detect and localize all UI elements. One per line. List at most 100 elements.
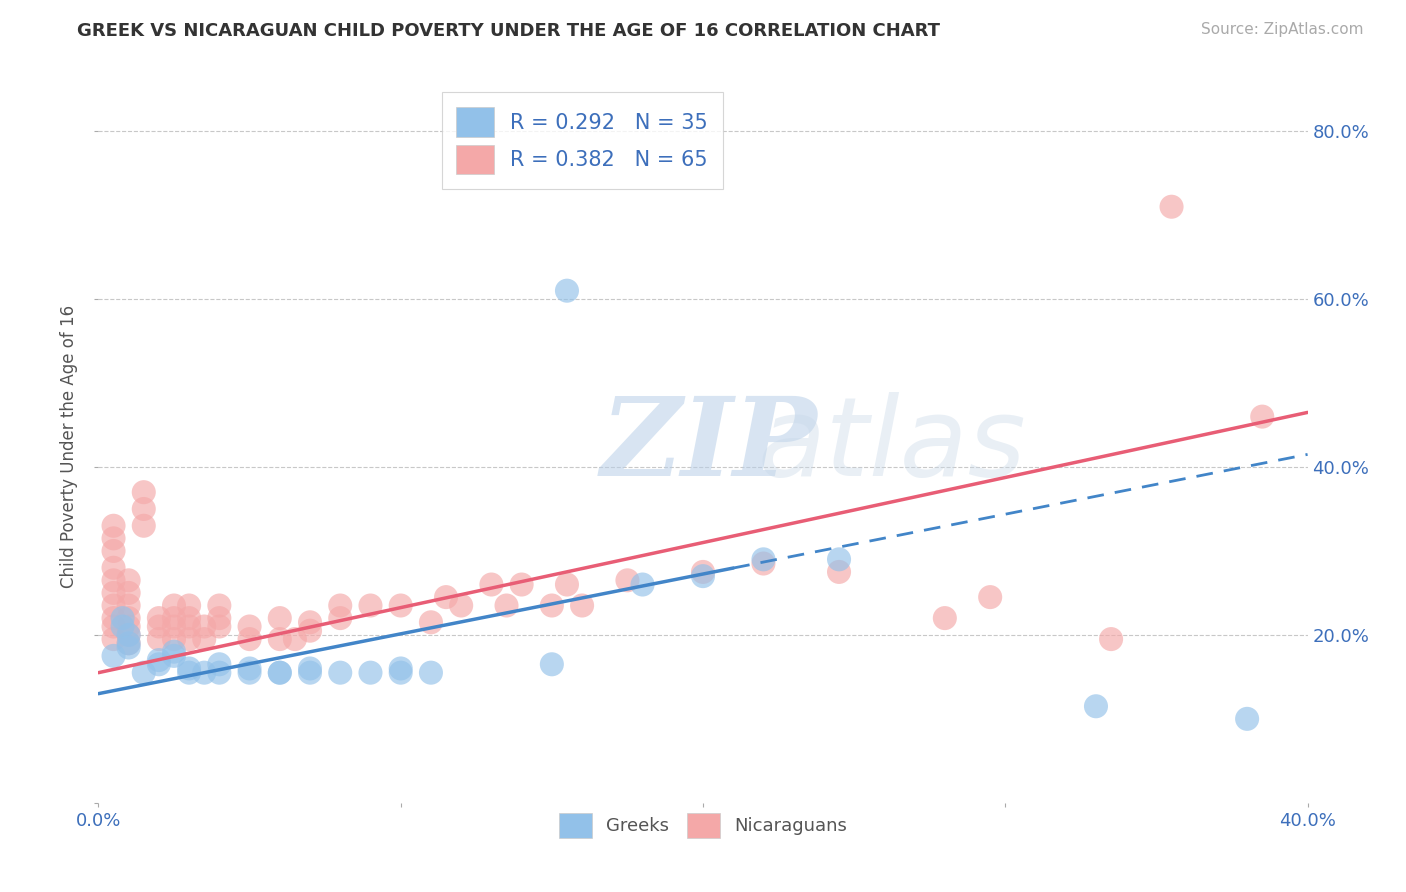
Point <box>360 599 382 613</box>
Point <box>118 628 141 642</box>
Text: ZIP: ZIP <box>600 392 817 500</box>
Point <box>239 661 262 675</box>
Point <box>163 619 186 633</box>
Point <box>420 665 443 680</box>
Point <box>179 599 201 613</box>
Point <box>631 577 654 591</box>
Point <box>329 599 352 613</box>
Point <box>163 599 186 613</box>
Point <box>284 632 307 646</box>
Point <box>389 661 412 675</box>
Point <box>299 624 322 638</box>
Point <box>329 611 352 625</box>
Point <box>179 611 201 625</box>
Point <box>1160 200 1182 214</box>
Point <box>163 645 186 659</box>
Point <box>208 611 231 625</box>
Point <box>103 518 125 533</box>
Text: GREEK VS NICARAGUAN CHILD POVERTY UNDER THE AGE OF 16 CORRELATION CHART: GREEK VS NICARAGUAN CHILD POVERTY UNDER … <box>77 22 941 40</box>
Point <box>752 552 775 566</box>
Point <box>269 632 291 646</box>
Point <box>299 665 322 680</box>
Point <box>299 661 322 675</box>
Point <box>179 661 201 675</box>
Point <box>103 544 125 558</box>
Point <box>360 665 382 680</box>
Point <box>692 569 714 583</box>
Point <box>118 611 141 625</box>
Point <box>828 552 851 566</box>
Point <box>148 657 170 672</box>
Point <box>148 611 170 625</box>
Point <box>269 665 291 680</box>
Point <box>103 560 125 574</box>
Point <box>103 574 125 588</box>
Point <box>450 599 472 613</box>
Point <box>208 599 231 613</box>
Point <box>193 632 215 646</box>
Point <box>148 619 170 633</box>
Point <box>111 611 134 625</box>
Point <box>118 640 141 655</box>
Point <box>239 665 262 680</box>
Point <box>118 636 141 650</box>
Point <box>420 615 443 630</box>
Point <box>132 665 155 680</box>
Point <box>1251 409 1274 424</box>
Point <box>163 632 186 646</box>
Point <box>103 532 125 546</box>
Point <box>103 632 125 646</box>
Point <box>208 657 231 672</box>
Point <box>1085 699 1108 714</box>
Point <box>299 615 322 630</box>
Point <box>132 485 155 500</box>
Point <box>1236 712 1258 726</box>
Point <box>193 665 215 680</box>
Point <box>103 599 125 613</box>
Point <box>118 586 141 600</box>
Point <box>132 502 155 516</box>
Point <box>239 632 262 646</box>
Point <box>434 590 457 604</box>
Point <box>179 619 201 633</box>
Point <box>103 586 125 600</box>
Point <box>540 599 562 613</box>
Point <box>752 557 775 571</box>
Point <box>329 665 352 680</box>
Point <box>163 648 186 663</box>
Point <box>118 619 141 633</box>
Point <box>208 619 231 633</box>
Point <box>828 565 851 579</box>
Point <box>118 574 141 588</box>
Point <box>179 665 201 680</box>
Point <box>103 611 125 625</box>
Y-axis label: Child Poverty Under the Age of 16: Child Poverty Under the Age of 16 <box>60 304 79 588</box>
Point <box>148 632 170 646</box>
Point <box>111 619 134 633</box>
Point <box>132 518 155 533</box>
Point <box>692 565 714 579</box>
Point <box>571 599 593 613</box>
Point <box>148 653 170 667</box>
Point <box>1099 632 1122 646</box>
Point <box>389 599 412 613</box>
Point <box>934 611 956 625</box>
Point <box>555 284 578 298</box>
Point <box>179 632 201 646</box>
Point <box>239 619 262 633</box>
Point <box>103 619 125 633</box>
Legend: Greeks, Nicaraguans: Greeks, Nicaraguans <box>547 800 859 851</box>
Point <box>510 577 533 591</box>
Point <box>163 611 186 625</box>
Point <box>103 648 125 663</box>
Point <box>481 577 503 591</box>
Point <box>616 574 638 588</box>
Point <box>118 628 141 642</box>
Point <box>979 590 1001 604</box>
Point <box>540 657 562 672</box>
Point <box>555 577 578 591</box>
Point <box>118 599 141 613</box>
Text: atlas: atlas <box>758 392 1026 500</box>
Text: Source: ZipAtlas.com: Source: ZipAtlas.com <box>1201 22 1364 37</box>
Point <box>269 665 291 680</box>
